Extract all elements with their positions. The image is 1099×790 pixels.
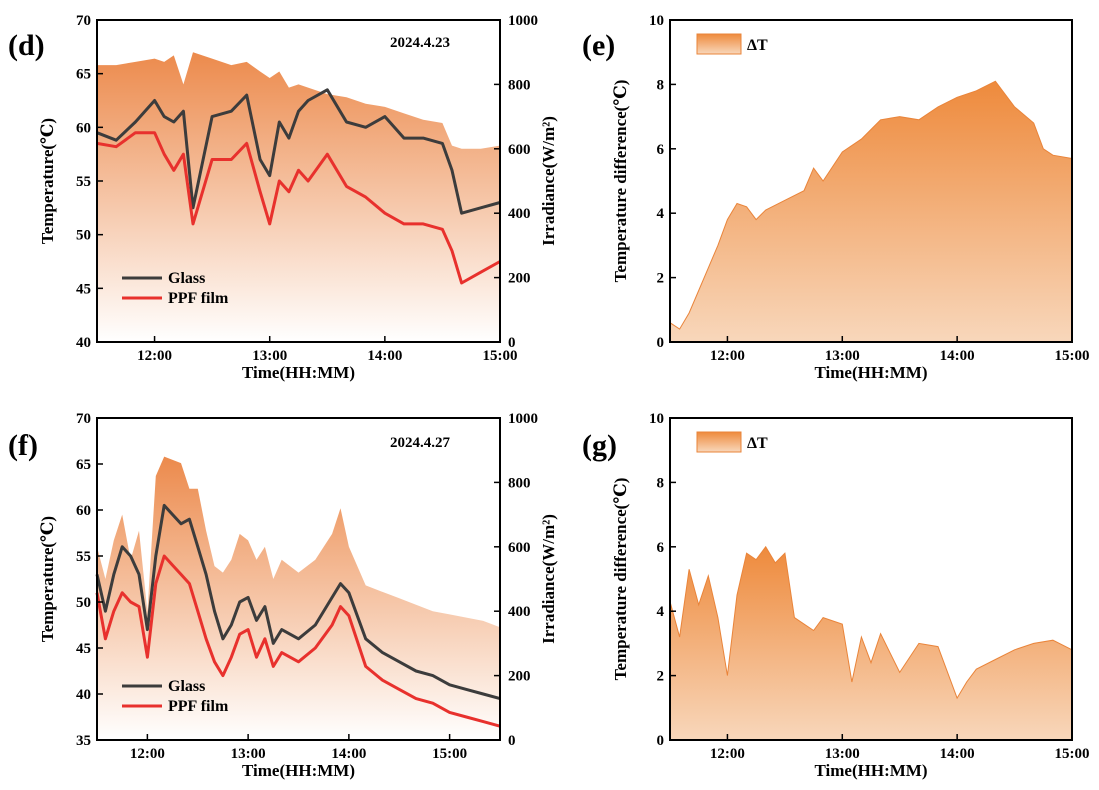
y2-tick-label: 1000 <box>508 13 538 29</box>
y2-tick-label: 0 <box>508 335 516 351</box>
date-label: 2024.4.23 <box>390 35 450 51</box>
chart-panel-d: 40 45 50 55 60 65 70 12:00 13:00 14:00 15:00 Time(H… <box>8 13 558 382</box>
x-tick-label: 12:00 <box>137 348 172 364</box>
y2-tick-label: 800 <box>508 475 531 491</box>
y-tick-label: 70 <box>76 411 91 427</box>
x-tick-label: 14:00 <box>331 746 366 762</box>
legend-label-delta-t: ΔT <box>747 435 768 452</box>
y2-tick-label: 400 <box>508 604 531 620</box>
legend-label-ppf-film: PPF film <box>168 290 229 307</box>
y-axis-title: Temperature(℃) <box>38 118 57 244</box>
y-tick-label: 6 <box>657 540 665 556</box>
x-tick-label: 14:00 <box>367 348 402 364</box>
y-tick-label: 10 <box>649 411 664 427</box>
panel-label: (f) <box>8 429 38 462</box>
y-tick-label: 70 <box>76 13 91 29</box>
delta-t-area <box>670 81 1072 342</box>
x-tick-label: 12:00 <box>710 348 745 364</box>
x-tick-label: 15:00 <box>432 746 467 762</box>
legend-label-ppf-film: PPF film <box>168 698 229 715</box>
x-tick-label: 14:00 <box>940 348 975 364</box>
legend-label-glass: Glass <box>168 678 205 695</box>
x-axis-title: Time(HH:MM) <box>242 761 355 780</box>
series-line-glass <box>96 88 501 215</box>
irradiance-area <box>97 456 500 740</box>
y-tick-label: 10 <box>649 13 664 29</box>
y2-tick-label: 400 <box>508 206 531 222</box>
x-tick-label: 15:00 <box>1055 348 1090 364</box>
y2-tick-label: 600 <box>508 142 531 158</box>
legend-swatch-delta-t <box>696 33 742 55</box>
y-tick-label: 40 <box>76 335 91 351</box>
series-line-glass <box>95 503 501 701</box>
y-tick-label: 55 <box>76 174 91 190</box>
x-tick-label: 15:00 <box>1055 746 1090 762</box>
chart-panel-g: 0 2 4 6 8 10 12:00 13:00 14:00 15:00 Time(HH:MM) Te… <box>582 411 1090 780</box>
y-tick-label: 2 <box>657 271 665 287</box>
y-tick-label: 50 <box>76 228 91 244</box>
y2-tick-label: 200 <box>508 271 531 287</box>
y-tick-label: 45 <box>76 641 91 657</box>
series-line-ppf-film <box>96 131 501 285</box>
y-tick-label: 55 <box>76 549 91 565</box>
x-tick-label: 13:00 <box>825 348 860 364</box>
x-tick-label: 12:00 <box>710 746 745 762</box>
delta-t-area <box>670 546 1072 740</box>
y2-tick-label: 1000 <box>508 411 538 427</box>
y-axis-title: Temperature difference(℃) <box>611 478 630 681</box>
series-line-ppf-film <box>95 554 501 728</box>
y-tick-label: 2 <box>657 669 665 685</box>
y-tick-label: 0 <box>657 733 665 749</box>
y-tick-label: 60 <box>76 503 91 519</box>
panel-label: (g) <box>582 429 617 462</box>
x-tick-label: 13:00 <box>252 348 287 364</box>
x-axis-title: Time(HH:MM) <box>815 363 928 382</box>
y2-axis-title: Irradiance(W/m²) <box>539 514 558 644</box>
chart-panel-e: 0 2 4 6 8 10 12:00 13:00 14:00 15:00 Time(HH:MM) Te… <box>582 13 1090 382</box>
y-tick-label: 35 <box>76 733 91 749</box>
plot-frame <box>96 417 501 741</box>
y-tick-label: 8 <box>657 475 665 491</box>
delta-t-line <box>669 80 1073 330</box>
panel-label: (e) <box>582 29 615 62</box>
y-tick-label: 6 <box>657 142 665 158</box>
legend-label-delta-t: ΔT <box>747 37 768 54</box>
x-axis-title: Time(HH:MM) <box>242 363 355 382</box>
y2-tick-label: 200 <box>508 669 531 685</box>
y-tick-label: 4 <box>657 604 665 620</box>
legend-swatch-delta-t <box>696 431 742 453</box>
y-axis-title: Temperature difference(℃) <box>611 80 630 283</box>
y2-tick-label: 800 <box>508 77 531 93</box>
plot-frame <box>669 19 1073 343</box>
y-tick-label: 0 <box>657 335 665 351</box>
legend-label-glass: Glass <box>168 270 205 287</box>
y-axis-title: Temperature(℃) <box>38 516 57 642</box>
y-tick-label: 60 <box>76 120 91 136</box>
y-tick-label: 40 <box>76 687 91 703</box>
x-tick-label: 13:00 <box>825 746 860 762</box>
x-tick-label: 15:00 <box>483 348 518 364</box>
y-tick-label: 50 <box>76 595 91 611</box>
y2-tick-label: 600 <box>508 540 531 556</box>
x-tick-label: 12:00 <box>130 746 165 762</box>
chart-panel-f: 35 40 45 50 55 60 65 70 12:00 13:00 14:00 15:00 Time… <box>8 411 558 780</box>
y-tick-label: 4 <box>657 206 665 222</box>
y-tick-label: 65 <box>76 457 91 473</box>
delta-t-line <box>669 545 1073 700</box>
date-label: 2024.4.27 <box>390 435 451 451</box>
plot-frame <box>669 417 1073 741</box>
panel-label: (d) <box>8 29 45 62</box>
y-tick-label: 8 <box>657 77 665 93</box>
x-tick-label: 14:00 <box>940 746 975 762</box>
y-tick-label: 65 <box>76 67 91 83</box>
irradiance-area <box>97 52 500 342</box>
x-axis-title: Time(HH:MM) <box>815 761 928 780</box>
y2-tick-label: 0 <box>508 733 516 749</box>
y2-axis-title: Irradiance(W/m²) <box>539 116 558 246</box>
x-tick-label: 13:00 <box>231 746 266 762</box>
y-tick-label: 45 <box>76 281 91 297</box>
